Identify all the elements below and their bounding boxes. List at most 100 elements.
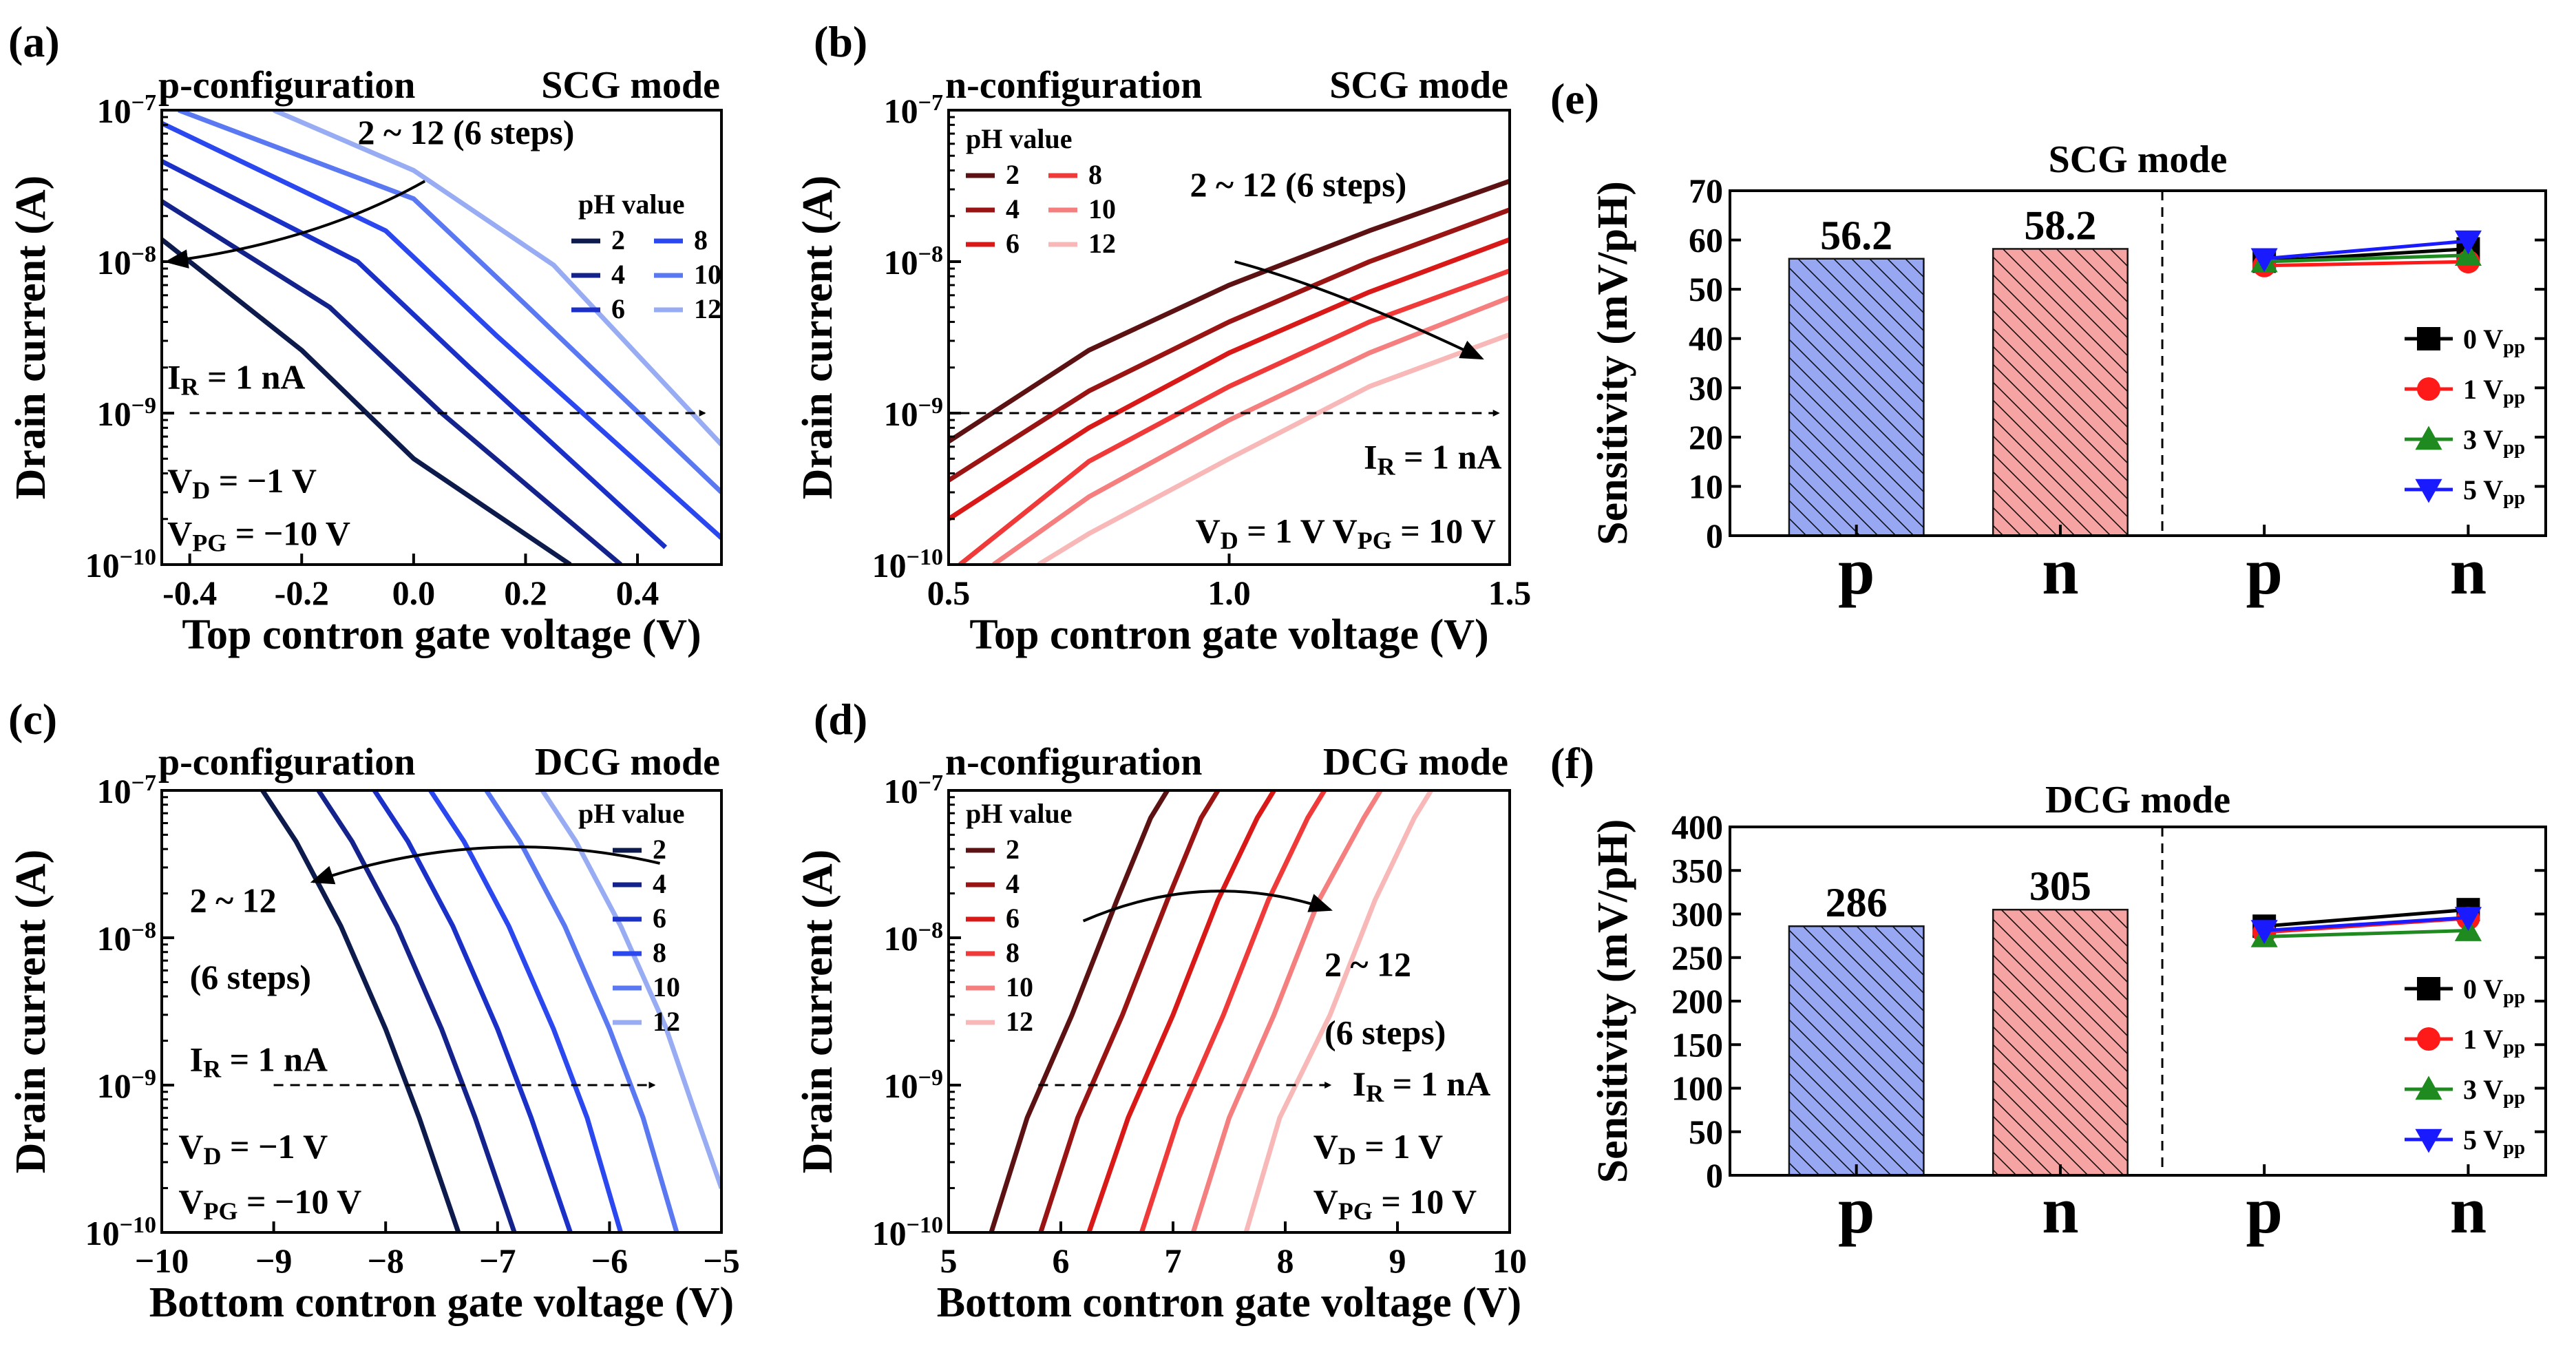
legend-label-ph-4: 4 [1006, 868, 1020, 899]
vpg_label: VPG = −10 V [178, 1182, 361, 1225]
series-ph-8 [428, 790, 624, 1232]
legend: pH value 2 8 4 10 6 12 [966, 123, 1116, 259]
y-tick-label: 10−10 [872, 1212, 943, 1253]
y-tick-label: 10−9 [97, 393, 156, 434]
y-tick-label: 10−7 [97, 770, 156, 811]
trend-arrow [310, 845, 661, 885]
series-ph-6 [372, 790, 573, 1232]
panel-a: (a) p-configuration SCG mode 2 ~ 12 (6 step… [8, 17, 723, 658]
vpp-marker-3 [2454, 230, 2482, 255]
vpp-line-3 [2264, 916, 2469, 933]
legend-marker-2 [2415, 1075, 2442, 1100]
legend-marker-0 [2417, 977, 2440, 1000]
series-ph-10 [1190, 790, 1383, 1232]
y-tick-label: 150 [1671, 1025, 1723, 1064]
series-ph-12 [540, 790, 721, 1189]
legend-label-vpp: 3 Vpp [2463, 1074, 2525, 1109]
legend-label-ph-2: 2 [1006, 159, 1020, 190]
config-title: p-configuration [158, 64, 415, 107]
bar-value-label: 286 [1826, 880, 1888, 925]
x-tick-label: 10 [1492, 1241, 1527, 1280]
legend-marker-1 [2417, 1027, 2440, 1051]
series-ph-2 [162, 238, 572, 565]
legend-label-ph-6: 6 [1006, 228, 1020, 259]
y-tick-label: 10−7 [884, 90, 943, 131]
plot-frame [160, 109, 723, 566]
legend-marker-2 [2415, 426, 2442, 450]
vpg_label: VPG = 10 V [1313, 1182, 1477, 1225]
x-axis-label: Bottom contron gate voltage (V) [937, 1279, 1521, 1326]
y-tick-label: 400 [1671, 808, 1723, 846]
panel-d: (d) n-configuration DCG mode 2 ~ 12 (6 steps… [794, 695, 1527, 1326]
series-ph-8 [958, 269, 1510, 565]
y-axis-label: Drain current (A) [794, 176, 841, 500]
bar-hatch-p [1788, 925, 1925, 1177]
arrow_label2: (6 steps) [190, 958, 311, 996]
plot-frame [947, 789, 1511, 1234]
x-tick-label: 0.4 [616, 574, 659, 612]
legend-label-ph-10: 10 [694, 259, 721, 290]
vd_label: VD = 1 V [1313, 1127, 1443, 1170]
vd_label: VD = −1 V [178, 1127, 328, 1170]
y-tick-label: 10−9 [97, 1065, 156, 1106]
y-tick-label: 200 [1671, 982, 1723, 1020]
legend-label-ph-10: 10 [653, 971, 680, 1002]
y-tick-label: 10−8 [884, 242, 943, 282]
legend-label-ph-2: 2 [1006, 834, 1020, 865]
series-ph-8 [162, 120, 721, 540]
legend-label-vpp: 5 Vpp [2463, 1124, 2525, 1159]
legend-label-ph-8: 8 [1006, 937, 1020, 968]
mode-title: SCG mode [541, 64, 720, 107]
vpp-line-1 [2264, 260, 2469, 268]
plot-frame [160, 789, 723, 1234]
legend-label-ph-8: 8 [694, 224, 708, 255]
series-ph-10 [992, 295, 1510, 565]
legend-title: pH value [578, 189, 684, 220]
legend-marker-1 [2417, 377, 2440, 401]
legend-label-ph-6: 6 [611, 293, 625, 324]
y-tick-label: 50 [1689, 1113, 1723, 1151]
y-tick-label: 50 [1689, 270, 1723, 308]
panel-label: (a) [8, 17, 60, 66]
y-tick-label: 10 [1689, 467, 1723, 505]
series-ph-8 [1139, 790, 1327, 1232]
legend-label-ph-12: 12 [1088, 228, 1116, 259]
legend-title: pH value [578, 798, 684, 829]
panel-label: (b) [814, 17, 867, 66]
panel-label: (e) [1550, 74, 1599, 123]
legend-marker-0 [2417, 327, 2440, 350]
series-ph-2 [949, 178, 1510, 444]
x-tick-label: −8 [367, 1241, 404, 1280]
legend-label-vpp: 0 Vpp [2463, 974, 2525, 1008]
series-ph-4 [949, 207, 1510, 483]
series-ph-10 [178, 110, 721, 494]
config-title: n-configuration [945, 741, 1202, 784]
y-tick-label: 10−8 [97, 918, 156, 958]
ir_label: IR = 1 nA [190, 1040, 328, 1082]
vpg_label: VPG = −10 V [167, 514, 350, 556]
arrow_label: 2 ~ 12 [1324, 945, 1411, 984]
panel-f: (f) DCG mode 286 305 0 Vpp 1 Vpp 3 Vpp 5 Vpp 0 50… [1550, 739, 2547, 1247]
config-title: n-configuration [945, 64, 1202, 107]
bar-hatch-n [1992, 248, 2129, 537]
x-tick-label: -0.2 [275, 574, 329, 612]
category-label-p: p [2246, 1173, 2282, 1247]
series-ph-12 [273, 110, 721, 447]
series-ph-4 [1038, 790, 1221, 1232]
legend-label-ph-6: 6 [653, 903, 666, 934]
legend-label-vpp: 3 Vpp [2463, 424, 2525, 459]
series-ph-12 [1243, 790, 1433, 1232]
panel-e: (e) SCG mode 56.2 58.2 0 Vpp 1 Vpp 3 Vpp 5 Vpp 0… [1550, 74, 2547, 608]
ir_label: IR = 1 nA [1364, 438, 1501, 481]
series-ph-12 [1037, 332, 1510, 565]
ir_label: IR = 1 nA [167, 357, 305, 400]
series-ph-6 [949, 237, 1510, 521]
x-tick-label: −7 [479, 1241, 516, 1280]
y-tick-label: 250 [1671, 938, 1723, 977]
category-label-p: p [1838, 534, 1875, 608]
legend: pH value 2 8 4 10 6 12 [571, 189, 721, 324]
config-title: p-configuration [158, 741, 415, 784]
y-tick-label: 40 [1689, 319, 1723, 358]
